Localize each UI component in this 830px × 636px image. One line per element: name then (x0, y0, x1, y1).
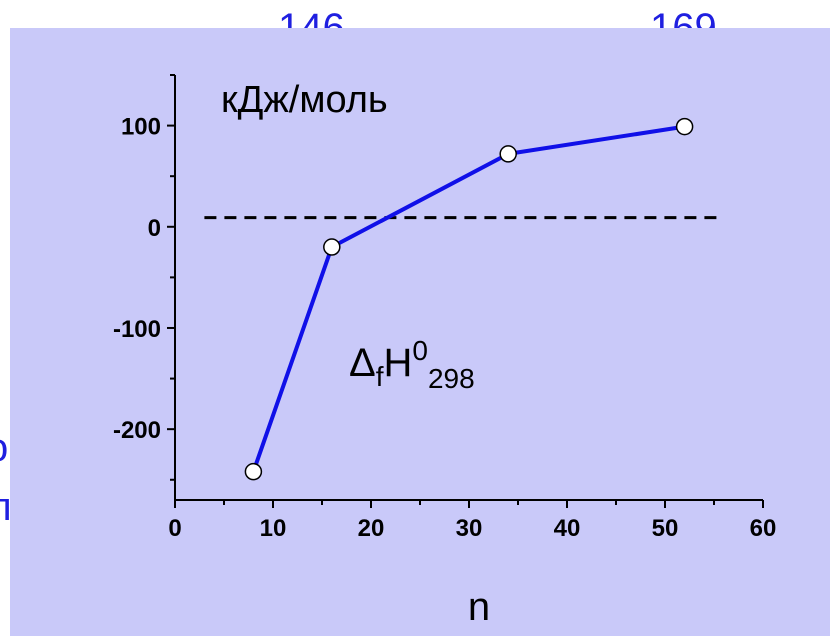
quantity-sup: 0 (412, 335, 428, 366)
x-tick-label: 50 (652, 515, 679, 542)
quantity-base: H (384, 341, 413, 385)
x-tick-label: 20 (358, 515, 385, 542)
labels-group: кДж/моль n ΔfH0298 (221, 79, 490, 629)
data-point (499, 145, 517, 163)
chart-panel: 0 10 20 30 40 50 60 -200 -100 0 100 кДж/моль n ΔfH… (10, 28, 830, 636)
chart-svg: 0 10 20 30 40 50 60 -200 -100 0 100 кДж/моль n ΔfH… (113, 74, 777, 629)
ticks: 0 10 20 30 40 50 60 -200 -100 0 100 (113, 74, 777, 542)
y-tick-label: -200 (113, 417, 161, 444)
x-tick-label: 60 (750, 515, 777, 542)
x-tick-label: 0 (168, 515, 181, 542)
x-axis-title: n (468, 585, 490, 629)
y-tick-label: 100 (121, 114, 161, 141)
quantity-label: ΔfH0298 (349, 335, 475, 394)
y-tick-label: 0 (148, 215, 161, 242)
y-tick-label: -100 (113, 316, 161, 343)
y-unit-label: кДж/моль (221, 79, 388, 121)
background-text-left-1: о (0, 428, 8, 468)
x-tick-label: 40 (554, 515, 581, 542)
x-tick-label: 30 (456, 515, 483, 542)
quantity-sub-f: f (376, 361, 384, 392)
data-point (675, 117, 694, 136)
data-point (244, 462, 263, 481)
series-group (244, 117, 694, 481)
quantity-delta: Δ (349, 341, 376, 385)
series-line (251, 124, 685, 473)
x-tick-label: 10 (260, 515, 287, 542)
background-text-left-2: п (0, 485, 12, 529)
data-point (323, 238, 341, 256)
axes (174, 75, 763, 501)
quantity-sub-t: 298 (428, 363, 475, 394)
